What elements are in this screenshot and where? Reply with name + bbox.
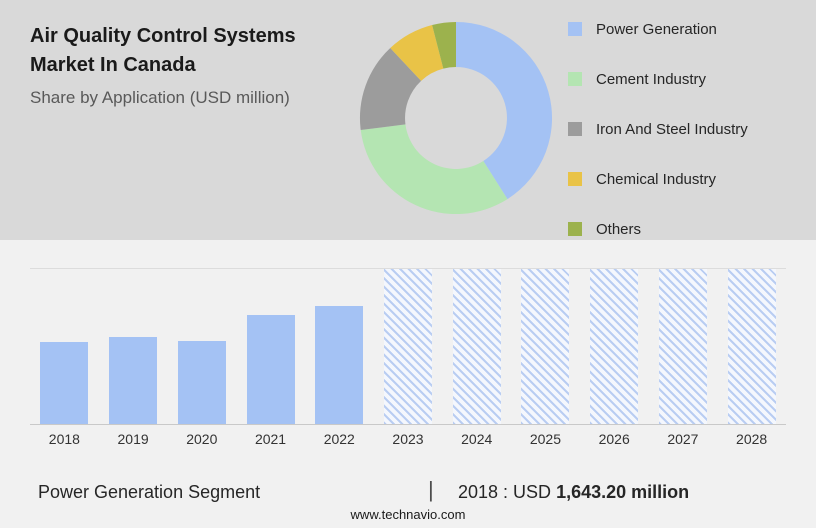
segment-label: Power Generation Segment xyxy=(38,482,261,502)
title-line-2: Market In Canada xyxy=(30,54,196,76)
x-label-2025: 2025 xyxy=(529,431,562,447)
legend-swatch-chemical-industry xyxy=(568,172,582,186)
x-label-2018: 2018 xyxy=(48,431,80,447)
legend-label: Power Generation xyxy=(596,20,717,38)
highlight-amount: 1,643.20 million xyxy=(556,482,690,502)
legend-label: Chemical Industry xyxy=(596,170,717,188)
x-label-2019: 2019 xyxy=(117,431,149,447)
pie-slice-power-generation xyxy=(456,21,553,200)
bar-2024-forecast xyxy=(452,269,501,424)
bar-2020 xyxy=(177,341,226,424)
bar-2023-forecast xyxy=(384,269,432,424)
legend-label: Cement Industry xyxy=(596,70,707,88)
pie-slice-others xyxy=(432,21,456,69)
legend-item-others: Others xyxy=(568,212,748,246)
legend-swatch-iron-and-steel-industry xyxy=(568,122,582,136)
pie-slice-chemical-industry xyxy=(390,24,444,81)
x-label-2026: 2026 xyxy=(598,431,630,447)
subtitle: Share by Application (USD million) xyxy=(30,88,290,107)
pie-slice-iron-and-steel-industry xyxy=(359,47,422,131)
header-panel: Air Quality Control Systems Market In Ca… xyxy=(0,0,816,240)
bar-2026-forecast xyxy=(590,269,639,424)
x-label-2021: 2021 xyxy=(254,431,287,447)
legend-swatch-power-generation xyxy=(568,22,582,36)
x-label-2022: 2022 xyxy=(323,431,355,447)
x-axis-labels: 2018 2019 2020 2021 2022 2023 2024 2025 2026 2027… xyxy=(30,431,786,451)
bar-2022 xyxy=(315,305,364,424)
legend-label: Others xyxy=(596,220,642,238)
legend-item-cement-industry: Cement Industry xyxy=(568,62,748,96)
x-label-2020: 2020 xyxy=(186,431,218,447)
pie-slice-cement-industry xyxy=(360,124,508,215)
bar-2025-forecast xyxy=(521,269,570,424)
legend-swatch-others xyxy=(568,222,582,236)
bar-2021 xyxy=(246,315,295,424)
highlight-value: 2018 : USD 1,643.20 million xyxy=(458,482,689,503)
bar-2018 xyxy=(40,341,89,424)
legend: Power Generation Cement Industry Iron And … xyxy=(568,12,748,262)
bar-2019 xyxy=(109,337,158,424)
x-label-2023: 2023 xyxy=(392,431,424,447)
legend-label: Iron And Steel Industry xyxy=(596,120,748,138)
x-label-2024: 2024 xyxy=(461,431,493,447)
legend-item-power-generation: Power Generation xyxy=(568,12,748,46)
legend-swatch-cement-industry xyxy=(568,72,582,86)
x-label-2027: 2027 xyxy=(667,431,699,447)
separator: | xyxy=(428,477,434,502)
highlight-year-label: 2018 : USD xyxy=(458,482,552,502)
legend-item-chemical-industry: Chemical Industry xyxy=(568,162,748,196)
x-label-2028: 2028 xyxy=(736,431,768,447)
bar-2028-forecast xyxy=(727,269,776,424)
donut-chart xyxy=(359,21,553,215)
bar-2027-forecast xyxy=(658,269,707,424)
title-line-1: Air Quality Control Systems xyxy=(30,25,296,47)
website-url: www.technavio.com xyxy=(350,507,466,522)
bar-chart xyxy=(30,268,786,425)
legend-item-iron-and-steel-industry: Iron And Steel Industry xyxy=(568,112,748,146)
page-title: Air Quality Control Systems Market In Ca… xyxy=(30,22,296,80)
